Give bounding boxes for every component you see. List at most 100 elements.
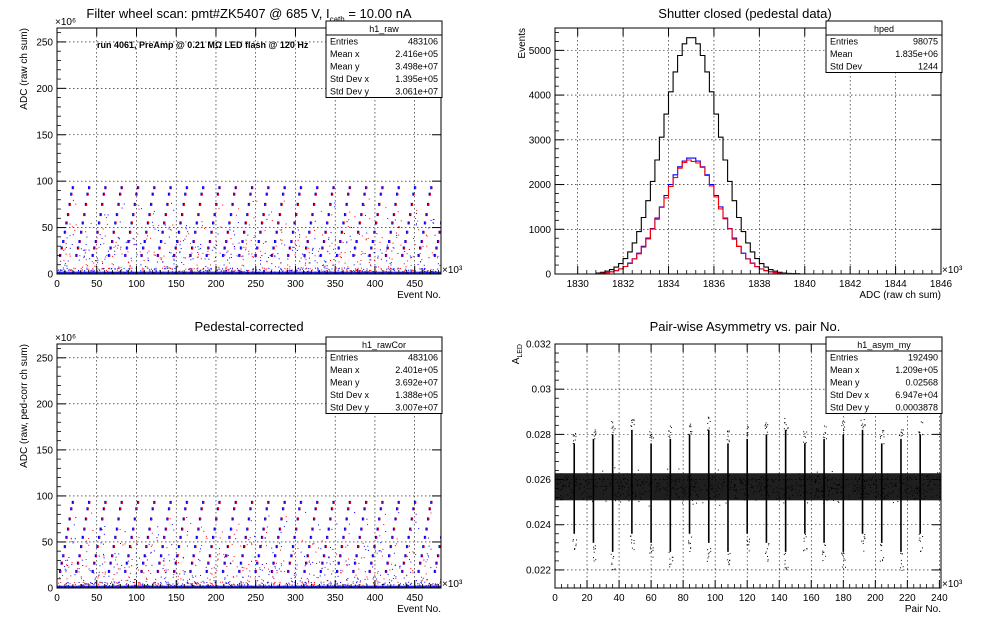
x-tick-label: 80 <box>678 593 690 604</box>
data-mark <box>164 578 166 580</box>
data-mark <box>413 238 415 240</box>
data-mark <box>197 251 199 253</box>
data-mark <box>187 231 189 233</box>
data-mark <box>207 267 209 269</box>
data-mark <box>670 563 672 565</box>
data-mark <box>238 242 240 244</box>
data-mark <box>374 574 376 576</box>
data-mark <box>68 213 70 216</box>
data-mark <box>136 507 138 510</box>
data-mark <box>210 572 212 574</box>
data-mark <box>193 268 195 270</box>
data-mark <box>430 500 433 504</box>
y-tick-label: 50 <box>42 537 54 548</box>
data-mark <box>340 230 343 234</box>
data-mark <box>359 269 361 271</box>
data-mark <box>439 582 441 584</box>
data-mark <box>176 583 178 585</box>
data-mark <box>283 186 286 190</box>
data-mark <box>363 192 366 196</box>
data-mark <box>277 221 280 225</box>
data-mark <box>377 581 379 583</box>
data-mark <box>420 268 422 270</box>
data-mark <box>126 269 128 271</box>
data-mark <box>744 480 746 482</box>
data-mark <box>410 269 412 271</box>
data-mark <box>254 253 257 257</box>
data-mark <box>300 257 302 259</box>
data-mark <box>825 484 827 486</box>
data-mark <box>279 229 281 231</box>
data-mark <box>690 494 692 496</box>
data-mark <box>342 570 344 572</box>
data-mark <box>776 498 778 500</box>
data-mark <box>178 270 180 272</box>
data-mark <box>876 487 878 489</box>
data-mark <box>410 583 412 585</box>
data-mark <box>284 268 286 270</box>
data-mark <box>926 491 928 493</box>
data-mark <box>439 545 441 548</box>
data-mark <box>98 246 100 248</box>
data-mark <box>90 222 92 224</box>
data-mark <box>369 254 371 257</box>
data-mark <box>72 199 74 201</box>
data-mark <box>420 581 422 583</box>
data-mark <box>572 440 574 442</box>
data-mark <box>161 257 163 259</box>
data-mark <box>742 483 744 485</box>
data-mark <box>331 242 333 244</box>
data-mark <box>868 483 870 485</box>
data-mark <box>234 269 236 271</box>
data-mark <box>430 270 432 272</box>
data-mark <box>416 580 418 582</box>
data-mark <box>203 227 205 229</box>
data-mark <box>112 578 114 580</box>
data-mark <box>66 578 68 580</box>
data-mark <box>804 433 806 435</box>
data-mark <box>210 268 212 270</box>
data-mark <box>141 254 143 257</box>
data-mark <box>636 480 638 482</box>
data-mark <box>359 270 361 272</box>
data-mark <box>763 486 765 488</box>
data-mark <box>929 481 931 483</box>
data-mark <box>887 477 889 479</box>
data-mark <box>150 237 152 239</box>
data-mark <box>862 490 864 492</box>
data-mark <box>835 489 837 491</box>
data-mark <box>347 266 349 268</box>
data-mark <box>849 498 851 500</box>
data-mark <box>111 268 113 270</box>
data-mark <box>589 496 591 498</box>
data-mark <box>236 529 238 531</box>
data-mark <box>216 270 218 272</box>
data-mark <box>799 485 801 487</box>
x-tick-label: 1830 <box>567 279 590 290</box>
data-mark <box>872 476 874 478</box>
data-mark <box>288 561 291 565</box>
data-mark <box>188 268 190 270</box>
y-tick-label: 250 <box>36 353 53 364</box>
data-mark <box>177 582 179 584</box>
data-mark <box>433 569 436 573</box>
data-mark <box>244 535 247 539</box>
data-mark <box>354 254 356 256</box>
data-mark <box>571 492 573 494</box>
data-mark <box>367 578 369 580</box>
data-mark <box>71 243 73 245</box>
data-mark <box>292 246 294 248</box>
data-mark <box>233 507 236 511</box>
data-mark <box>690 426 692 428</box>
data-mark <box>931 488 933 490</box>
data-mark <box>260 259 262 261</box>
data-mark <box>217 558 219 560</box>
data-mark <box>876 486 878 488</box>
data-mark <box>291 270 293 272</box>
data-mark <box>636 484 638 486</box>
data-mark <box>291 584 293 586</box>
data-mark <box>402 570 404 573</box>
data-mark <box>709 492 711 494</box>
data-mark <box>816 471 818 473</box>
data-mark <box>185 186 188 190</box>
